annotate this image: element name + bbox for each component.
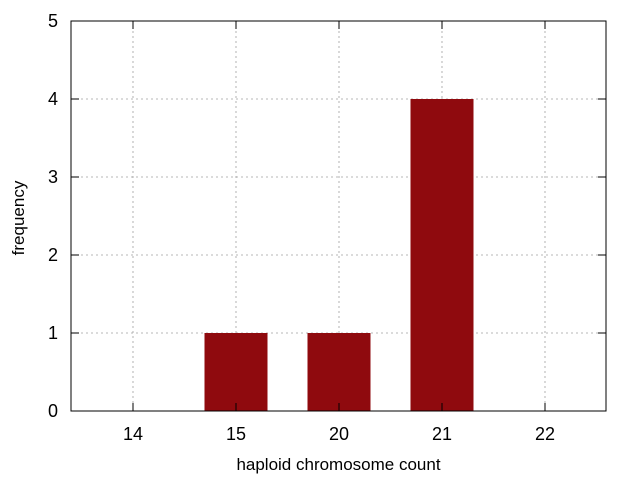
y-tick-label: 3	[48, 167, 58, 187]
axis-ticks	[71, 20, 606, 412]
y-tick-label: 5	[48, 11, 58, 31]
x-axis-label: haploid chromosome count	[236, 455, 440, 474]
bars	[204, 99, 474, 411]
y-tick-labels: 0 1 2 3 4 5	[48, 11, 58, 421]
y-tick-label: 2	[48, 245, 58, 265]
x-tick-label-20: 20	[329, 424, 349, 444]
bar-21	[410, 99, 474, 411]
y-axis-label: frequency	[9, 180, 28, 255]
y-tick-label: 0	[48, 401, 58, 421]
y-tick-label: 1	[48, 323, 58, 343]
x-tick-labels: 14 15 20 21 22	[123, 424, 555, 444]
x-tick-label-21: 21	[432, 424, 452, 444]
x-tick-label-14: 14	[123, 424, 143, 444]
x-tick-label-15: 15	[226, 424, 246, 444]
bar-20	[307, 333, 371, 411]
x-tick-label-22: 22	[535, 424, 555, 444]
y-tick-label: 4	[48, 89, 58, 109]
bar-15	[204, 333, 268, 411]
